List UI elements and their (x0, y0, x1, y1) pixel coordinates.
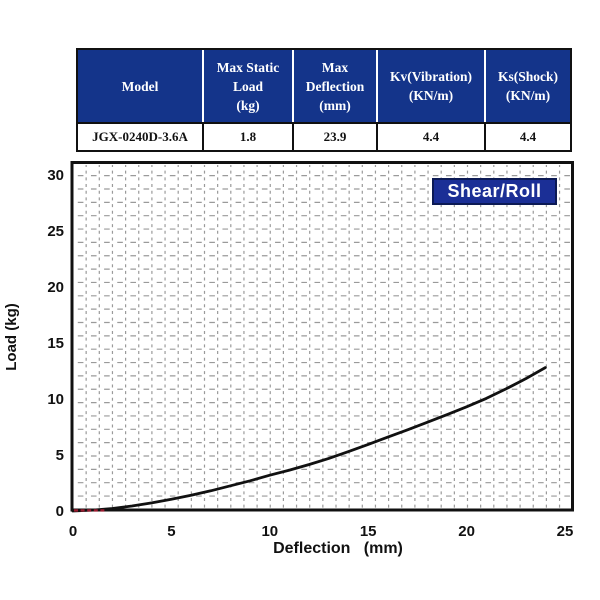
header-line: (mm) (319, 97, 351, 113)
y-tick-label: 15 (47, 335, 64, 352)
header-line: Max (321, 59, 349, 75)
header-line: Deflection (305, 78, 365, 94)
col-header-max-static-load: Max Static Load (kg) (202, 50, 293, 124)
y-tick-label: 0 (56, 503, 64, 520)
x-tick-label: 20 (458, 523, 475, 540)
cell-max-static-load: 1.8 (202, 123, 293, 150)
header-line: (KN/m) (505, 88, 551, 103)
load-deflection-curve (71, 366, 547, 513)
header-line: Kv(Vibration) (390, 69, 472, 84)
y-tick-label: 5 (56, 447, 64, 464)
x-tick-label: 5 (167, 523, 175, 540)
header-line: Model (121, 78, 159, 94)
y-tick-label: 10 (47, 391, 64, 408)
x-tick-label: 0 (69, 523, 77, 540)
x-tick-label: 15 (360, 523, 377, 540)
col-header-kv-vibration: Kv(Vibration) (KN/m) (376, 50, 485, 124)
tick-labels: 0 5 10 15 20 25 0 5 10 15 20 25 30 (47, 167, 573, 540)
y-tick-label: 20 (47, 279, 64, 296)
y-tick-label: 30 (47, 167, 64, 184)
col-header-max-deflection: Max Deflection (mm) (292, 50, 377, 124)
table-header-row: Model Max Static Load (kg) Max Deflectio… (78, 50, 570, 124)
header-line: (kg) (236, 97, 260, 113)
col-header-ks-shock: Ks(Shock) (KN/m) (484, 50, 570, 124)
plot-border (70, 161, 574, 512)
header-line: (KN/m) (408, 88, 454, 103)
cell-ks-shock: 4.4 (484, 123, 570, 150)
spec-table-grid: Model Max Static Load (kg) Max Deflectio… (78, 50, 570, 150)
x-tick-label: 25 (557, 523, 574, 540)
curve-layer (71, 366, 547, 513)
y-axis-label: Load (kg) (3, 303, 20, 371)
cell-max-deflection: 23.9 (292, 123, 377, 150)
col-header-model: Model (78, 50, 203, 124)
table-row: JGX-0240D-3.6A 1.8 23.9 4.4 4.4 (78, 123, 570, 150)
cell-kv-vibration: 4.4 (376, 123, 485, 150)
cell-model: JGX-0240D-3.6A (78, 123, 203, 150)
x-tick-label: 10 (261, 523, 278, 540)
chart-grid (74, 165, 571, 509)
legend-shear-roll: Shear/Roll (432, 178, 557, 205)
x-axis-label: Deflection (mm) (273, 540, 403, 557)
header-line: Max Static (216, 59, 280, 75)
header-line: Ks(Shock) (497, 69, 558, 84)
y-tick-label: 25 (47, 223, 64, 240)
spec-table: Model Max Static Load (kg) Max Deflectio… (76, 48, 572, 152)
header-line: Load (232, 78, 263, 94)
